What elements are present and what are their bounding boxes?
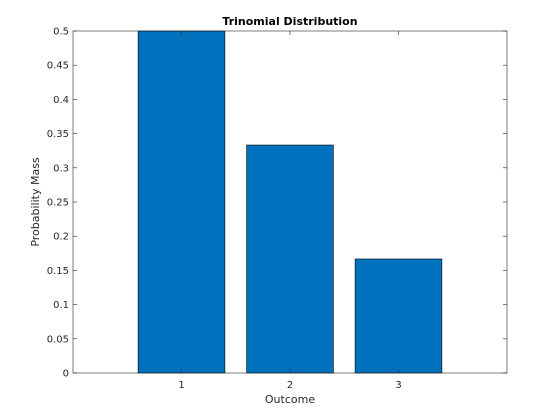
x-tick-label: 1: [178, 380, 184, 391]
bars-group: [137, 30, 443, 374]
y-tick-label: 0.25: [47, 198, 69, 209]
y-tick-label: 0: [63, 369, 69, 380]
chart-title: Trinomial Distribution: [222, 15, 357, 28]
bar-1: [137, 30, 226, 374]
y-tick-label: 0.4: [53, 95, 69, 106]
x-tick-label: 3: [395, 380, 401, 391]
y-tick-label: 0.1: [53, 300, 69, 311]
y-tick-label: 0.3: [53, 163, 69, 174]
y-tick-label: 0.15: [47, 266, 69, 277]
bar-3: [354, 258, 443, 374]
y-tick-label: 0.35: [47, 129, 69, 140]
y-tick-label: 0.05: [47, 334, 69, 345]
y-tick-label: 0.2: [53, 232, 69, 243]
bar-2: [246, 144, 334, 374]
x-tick-label: 2: [287, 380, 293, 391]
y-tick-label: 0.45: [47, 61, 69, 72]
y-axis-label: Probability Mass: [29, 157, 42, 247]
y-tick-label: 0.5: [53, 27, 69, 38]
x-axis-label: Outcome: [265, 393, 315, 406]
ticks-group: 0 0.05 0.1 0.15 0.2 0.25 0.3 0.35 0.4 0.45 0.5 1 2 3: [47, 27, 507, 391]
